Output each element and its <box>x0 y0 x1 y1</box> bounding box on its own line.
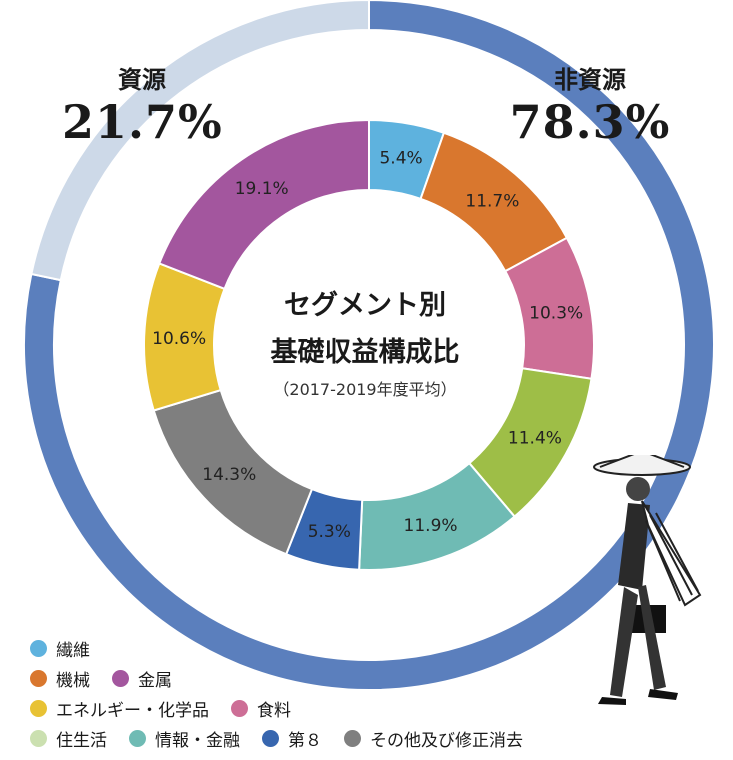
legend-item: 第８ <box>262 726 322 751</box>
legend-swatch <box>112 669 129 687</box>
legend-label: 食料 <box>257 700 291 721</box>
non-resource-label: 非資源 78.3% <box>500 60 680 149</box>
inner-ring-slice-8 <box>157 118 370 291</box>
inner-slice-label-7: 10.6% <box>152 329 206 349</box>
legend-row: 住生活 情報・金融 第８ その他及び修正消去 <box>30 723 545 753</box>
chart-title-2: 基礎収益構成比 <box>270 337 460 368</box>
inner-slice-label-3: 11.4% <box>508 429 562 449</box>
legend-label: その他及び修正消去 <box>370 730 523 751</box>
legend-label: 第８ <box>288 730 322 751</box>
center-subtitle: （2017-2019年度平均） <box>215 376 515 400</box>
inner-slice-label-4: 11.9% <box>404 516 458 536</box>
non-resource-percent: 78.3% <box>509 95 671 149</box>
legend-item: 機械 <box>30 666 90 691</box>
chart-subtitle: （2017-2019年度平均） <box>273 380 457 399</box>
legend-row: 繊維 <box>30 633 545 663</box>
inner-ring-labels: 5.4% 11.7% 10.3% 11.4% 11.9% 5.3% 14.3% 10.6% 19… <box>152 149 583 542</box>
resource-name: 資源 <box>118 65 166 94</box>
legend-label: 住生活 <box>56 730 107 751</box>
legend-label: エネルギー・化学品 <box>56 700 209 721</box>
legend-item: その他及び修正消去 <box>344 726 523 751</box>
inner-ring <box>143 118 595 571</box>
outer-ring <box>23 0 715 691</box>
legend-label: 繊維 <box>56 640 90 661</box>
legend-item: 情報・金融 <box>129 726 240 751</box>
chart-title: セグメント別 <box>284 290 446 321</box>
legend-swatch <box>129 729 146 747</box>
legend-swatch <box>30 729 47 747</box>
resource-label: 資源 21.7% <box>62 60 222 149</box>
inner-slice-label-8: 19.1% <box>235 179 289 199</box>
inner-slice-label-1: 11.7% <box>465 192 519 212</box>
legend-label: 情報・金融 <box>155 730 240 751</box>
legend-item: 食料 <box>231 696 291 721</box>
non-resource-name: 非資源 <box>554 65 626 94</box>
legend-label: 機械 <box>56 670 90 691</box>
legend-swatch <box>231 699 248 717</box>
inner-slice-label-5: 5.3% <box>308 522 351 542</box>
center-title-2: 基礎収益構成比 <box>215 330 515 369</box>
legend-row: エネルギー・化学品 食料 <box>30 693 545 723</box>
resource-percent: 21.7% <box>62 95 223 149</box>
center-title-1: セグメント別 <box>215 283 515 322</box>
legend-item: 住生活 <box>30 726 107 751</box>
legend: 繊維機械 金属エネルギー・化学品 食料住生活 情報・金融 第８ その他及び修正消去 <box>30 633 545 753</box>
inner-slice-label-2: 10.3% <box>529 303 583 323</box>
legend-item: 繊維 <box>30 636 90 661</box>
legend-swatch <box>30 699 47 717</box>
legend-item: エネルギー・化学品 <box>30 696 209 721</box>
legend-swatch <box>262 729 279 747</box>
legend-swatch <box>344 729 361 747</box>
legend-swatch <box>30 639 47 657</box>
inner-slice-label-6: 14.3% <box>202 465 256 485</box>
legend-label: 金属 <box>138 670 172 691</box>
inner-slice-label-0: 5.4% <box>379 149 422 169</box>
outer-ring-slice-1 <box>30 0 370 282</box>
legend-swatch <box>30 669 47 687</box>
walking-businessman-illustration <box>593 455 702 705</box>
legend-item: 金属 <box>112 666 172 691</box>
legend-row: 機械 金属 <box>30 663 545 693</box>
outer-ring-slice-0 <box>23 0 715 691</box>
